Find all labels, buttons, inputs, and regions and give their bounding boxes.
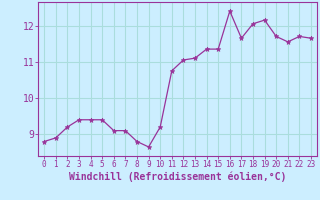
X-axis label: Windchill (Refroidissement éolien,°C): Windchill (Refroidissement éolien,°C) xyxy=(69,172,286,182)
